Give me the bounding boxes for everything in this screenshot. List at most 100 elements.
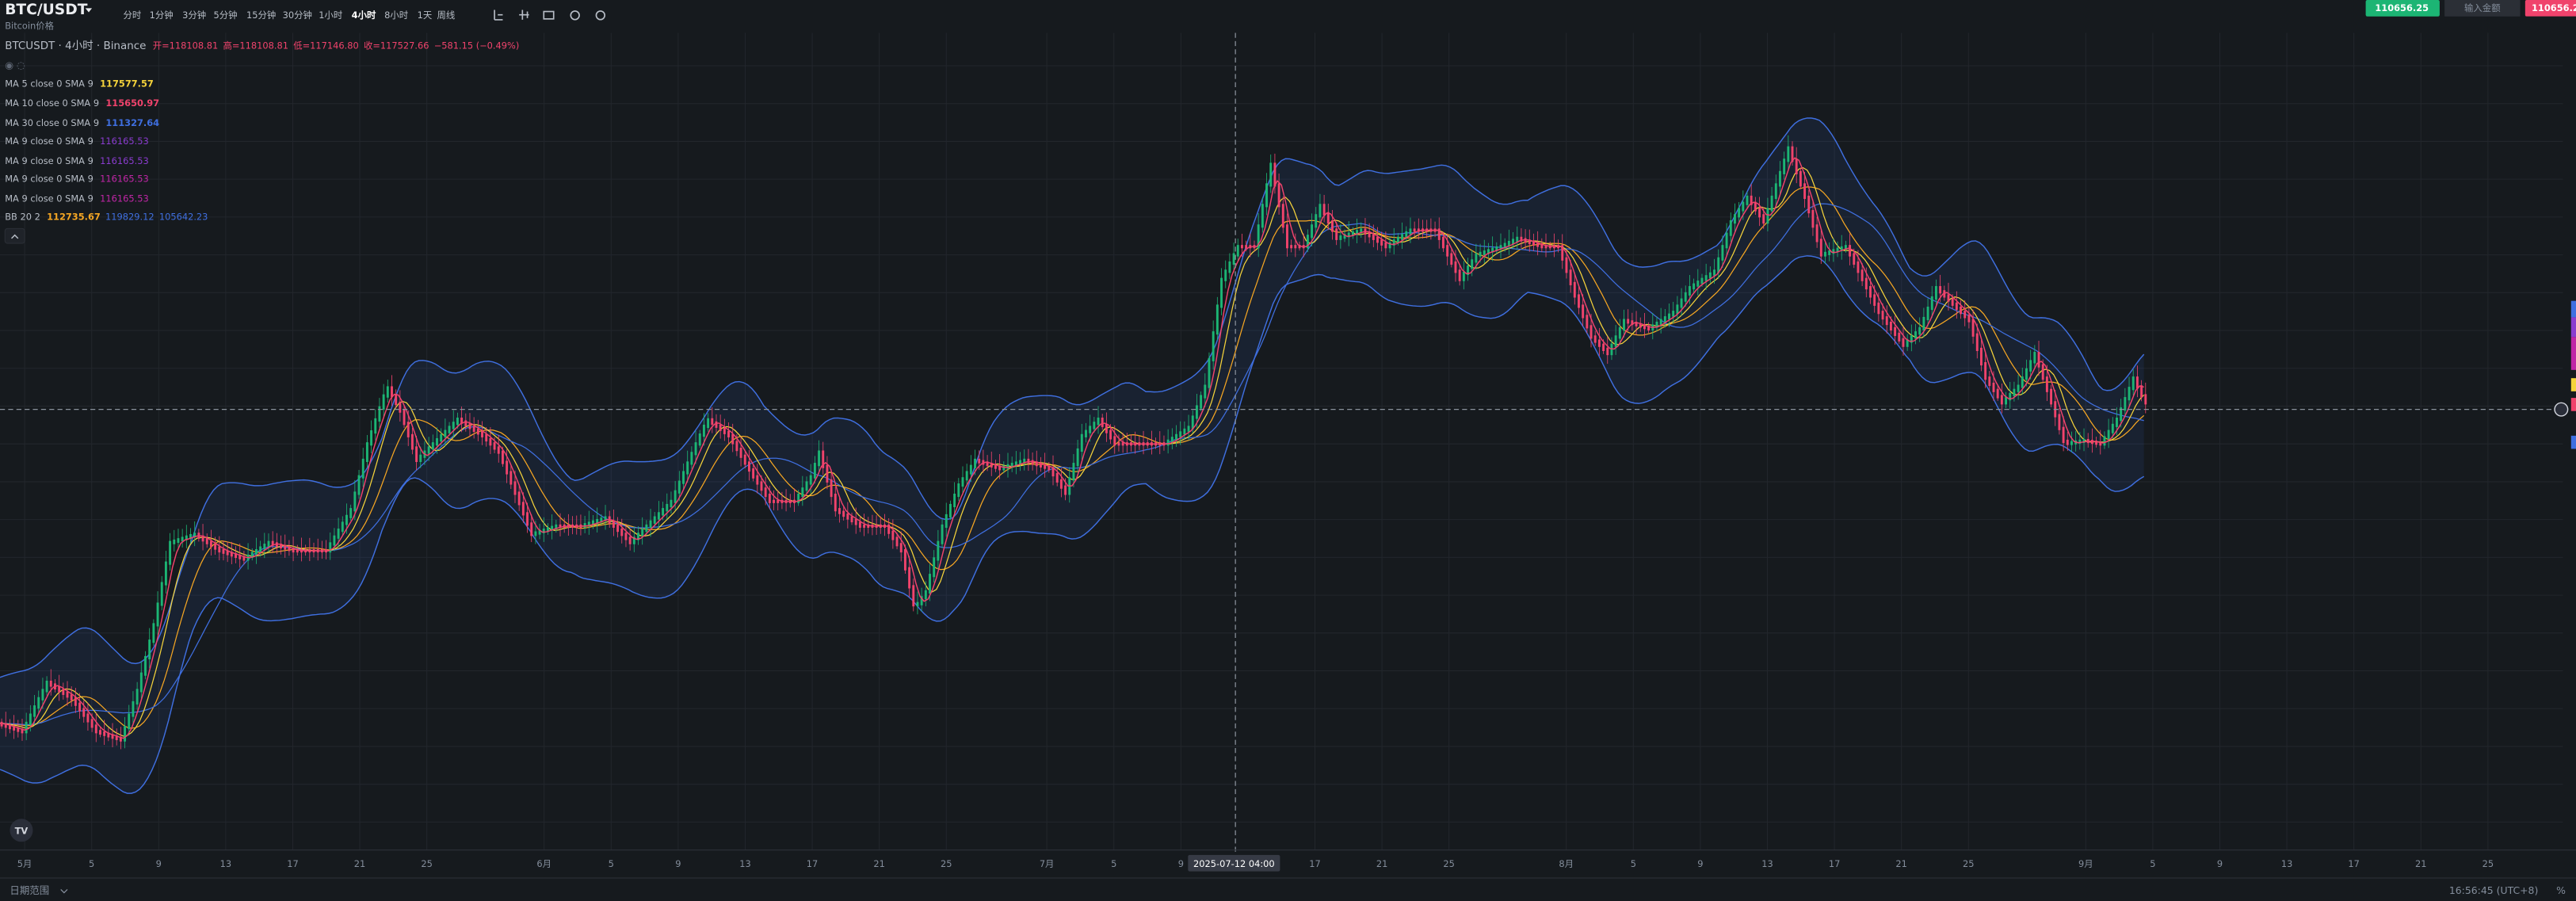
interval[interactable]: 8小时 (384, 10, 408, 21)
time-label: 17 (287, 858, 298, 869)
candle (1392, 239, 1395, 246)
candle (1708, 272, 1712, 279)
candle (1663, 316, 1666, 323)
candle (1089, 426, 1092, 433)
tv-logo[interactable] (10, 819, 33, 842)
icon-camera[interactable] (543, 10, 555, 20)
candle (1347, 232, 1350, 238)
interval[interactable]: 5分钟 (214, 10, 238, 21)
candle (82, 708, 86, 717)
candle (1742, 201, 1745, 212)
sell-button[interactable] (2524, 0, 2576, 17)
candle (948, 503, 952, 518)
candle (239, 554, 242, 559)
date-range[interactable]: 日期范围 (10, 884, 49, 896)
candle (1738, 208, 1741, 218)
interval[interactable]: 1小时 (319, 10, 342, 21)
candle (555, 524, 558, 529)
icon-gear[interactable] (595, 10, 606, 21)
indicator-name: MA 5 close 0 SMA 9 (5, 78, 93, 89)
candle (513, 481, 517, 495)
indicator-name: MA 9 close 0 SMA 9 (5, 174, 93, 185)
candle (559, 524, 562, 529)
crosshair-plus[interactable] (2554, 402, 2569, 417)
candle (1746, 195, 1749, 205)
candle (1774, 183, 1777, 200)
candle (254, 548, 258, 555)
candle (29, 713, 32, 725)
interval[interactable]: 30分钟 (283, 10, 312, 21)
candle (1889, 321, 1892, 331)
icon-indicator[interactable] (494, 10, 503, 21)
candle (715, 421, 718, 428)
candle (99, 730, 101, 735)
candle (1877, 302, 1880, 315)
candle (777, 499, 780, 503)
tool-icons (494, 10, 606, 21)
candle (711, 418, 714, 425)
candle (986, 461, 989, 467)
candle (2041, 364, 2044, 380)
candle (156, 602, 159, 627)
candle (222, 548, 225, 554)
candle (1413, 228, 1416, 232)
percent-toggle[interactable]: % (2556, 884, 2566, 896)
candle (493, 442, 496, 450)
subtitle: Bitcoin价格 (5, 21, 54, 32)
candle (994, 464, 997, 469)
candle (1885, 316, 1888, 326)
candle (2095, 441, 2098, 445)
interval[interactable]: 15分钟 (246, 10, 276, 21)
interval[interactable]: 分时 (124, 10, 142, 21)
collapse-button[interactable] (4, 227, 25, 244)
icon-settings[interactable] (570, 10, 580, 21)
candle (501, 450, 504, 464)
indicator-value: 116165.53 (100, 136, 149, 147)
candle (1528, 239, 1531, 245)
candle (70, 694, 73, 701)
icon-compare[interactable] (519, 10, 529, 20)
candle (1236, 245, 1239, 257)
time-label: 5 (1631, 858, 1636, 869)
candle (1840, 246, 1843, 251)
candle (1311, 224, 1314, 239)
candle (1849, 245, 1852, 257)
candle (1191, 415, 1194, 430)
symbol-dropdown[interactable] (85, 8, 93, 13)
sell-price[interactable]: 110656.25 (2532, 2, 2576, 13)
candle (2037, 352, 2040, 368)
interval[interactable]: 4小时 (352, 10, 376, 21)
symbol[interactable]: BTC/USDT (5, 2, 87, 18)
candle (1565, 257, 1568, 273)
candle (2099, 441, 2102, 446)
bollinger-upper (0, 117, 2145, 678)
buy-button[interactable] (2365, 0, 2440, 17)
candle (764, 487, 767, 498)
amount-input[interactable] (2444, 0, 2521, 17)
candle (284, 544, 287, 550)
indicator-name: BB 20 2 (5, 211, 40, 222)
interval[interactable]: 1分钟 (150, 10, 174, 21)
candle (1002, 465, 1006, 471)
candle (415, 446, 418, 463)
candle (1269, 162, 1273, 187)
candle (45, 680, 48, 693)
candle (288, 546, 291, 552)
candle (1824, 251, 1826, 257)
legend-eye[interactable]: ◉ ◌ (5, 59, 25, 71)
candle (263, 544, 266, 550)
buy-price[interactable]: 110656.25 (2375, 2, 2429, 13)
candle (1441, 236, 1444, 249)
candle (924, 590, 927, 600)
interval[interactable]: 周线 (437, 10, 456, 21)
candle (1483, 250, 1486, 255)
interval[interactable]: 1天 (418, 10, 433, 21)
candle (920, 596, 923, 605)
candle (1471, 259, 1474, 269)
candle (214, 544, 217, 550)
candle (887, 524, 891, 534)
interval[interactable]: 3分钟 (182, 10, 206, 21)
amount-placeholder[interactable]: 输入金额 (2464, 2, 2501, 13)
candle (1479, 251, 1482, 257)
candle (139, 672, 143, 693)
